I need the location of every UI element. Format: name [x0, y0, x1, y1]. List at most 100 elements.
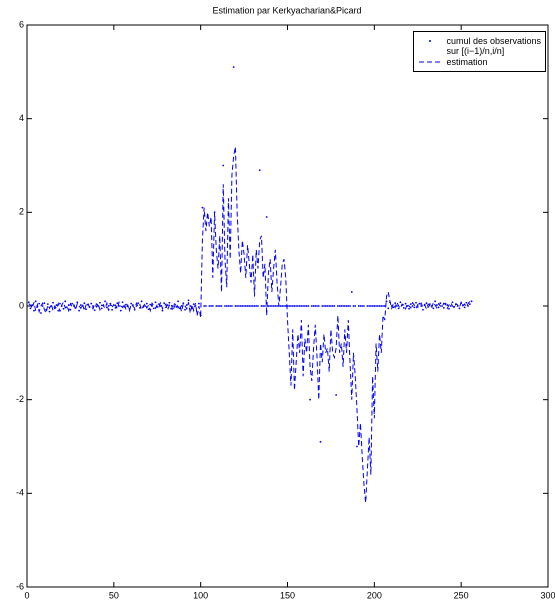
data-point — [283, 305, 285, 307]
data-point — [59, 302, 61, 305]
data-point — [448, 307, 450, 310]
data-point — [284, 305, 287, 307]
data-point — [144, 305, 146, 307]
data-point — [180, 305, 183, 307]
data-point — [232, 66, 235, 69]
data-point — [302, 305, 305, 307]
data-point — [331, 305, 334, 307]
data-point — [326, 305, 329, 307]
data-point — [371, 305, 374, 307]
data-point — [224, 305, 226, 307]
legend: cumul des observations sur [(i−1)/n,i/n]… — [413, 31, 546, 72]
data-point — [382, 305, 384, 307]
data-point — [290, 305, 292, 307]
data-point — [357, 305, 360, 307]
data-point — [78, 309, 80, 312]
data-point — [116, 302, 119, 305]
data-point — [307, 305, 310, 307]
data-point — [57, 309, 60, 312]
x-tick-label: 50 — [109, 590, 119, 600]
data-point — [338, 305, 341, 307]
data-point — [319, 440, 322, 443]
data-point — [343, 305, 346, 307]
data-point — [39, 312, 42, 314]
data-point — [463, 306, 466, 309]
chart-title: Estimation par Kerkyacharian&Picard — [212, 5, 361, 15]
data-point — [415, 301, 417, 304]
data-point — [71, 302, 74, 305]
data-point — [368, 305, 371, 307]
data-point — [300, 305, 303, 307]
data-point — [373, 305, 376, 307]
data-point — [135, 305, 138, 307]
data-point — [198, 302, 200, 305]
data-point — [298, 305, 301, 307]
data-point — [229, 305, 232, 307]
x-tick-label: 200 — [367, 590, 382, 600]
data-point — [152, 307, 155, 310]
data-point — [387, 307, 390, 310]
data-point — [257, 305, 259, 307]
y-tick-label: 4 — [19, 113, 24, 123]
data-point — [265, 216, 268, 218]
data-point — [140, 300, 143, 303]
data-point — [392, 306, 395, 309]
data-point — [272, 305, 275, 307]
data-line — [28, 146, 472, 503]
data-point — [314, 305, 317, 307]
data-point — [324, 305, 327, 307]
data-point — [441, 305, 443, 307]
data-point — [411, 305, 414, 307]
data-point — [439, 302, 442, 305]
y-tick-label: 0 — [19, 300, 24, 310]
data-point — [105, 306, 108, 309]
data-point — [208, 305, 211, 307]
data-point — [107, 305, 110, 307]
data-point — [203, 305, 206, 307]
data-point — [168, 301, 171, 304]
data-point — [100, 307, 103, 310]
data-point — [43, 302, 46, 305]
data-point — [385, 300, 388, 303]
data-point — [293, 305, 296, 307]
data-point — [64, 300, 67, 303]
data-point — [269, 305, 272, 307]
data-point — [429, 303, 431, 306]
data-point — [227, 305, 230, 307]
data-point — [345, 305, 348, 307]
data-point — [432, 307, 435, 310]
data-point — [333, 305, 336, 307]
data-point — [310, 305, 313, 307]
data-point — [323, 305, 325, 307]
data-point — [303, 305, 306, 307]
data-point — [210, 305, 212, 307]
data-point — [470, 300, 473, 303]
data-point — [99, 301, 101, 304]
data-point — [243, 305, 245, 307]
data-point — [154, 301, 157, 304]
data-point — [251, 305, 254, 307]
data-point — [330, 305, 332, 307]
data-point — [397, 307, 400, 310]
data-point — [270, 305, 273, 307]
data-point — [274, 305, 277, 307]
data-point — [166, 304, 169, 306]
data-point — [33, 309, 35, 312]
data-point — [404, 302, 407, 305]
data-point — [27, 301, 30, 304]
data-point — [451, 301, 454, 304]
legend-entry: cumul des observations sur [(i−1)/n,i/n] — [418, 36, 541, 56]
data-point — [52, 301, 54, 304]
data-point — [48, 310, 51, 313]
data-point — [177, 300, 179, 303]
x-tick-label: 150 — [280, 590, 295, 600]
y-tick-label: -6 — [16, 581, 24, 591]
data-point — [90, 302, 93, 305]
data-point — [422, 308, 424, 311]
data-point — [335, 394, 338, 396]
data-point — [316, 305, 318, 307]
data-point — [295, 305, 298, 307]
data-point — [336, 305, 339, 307]
data-point — [217, 305, 219, 307]
